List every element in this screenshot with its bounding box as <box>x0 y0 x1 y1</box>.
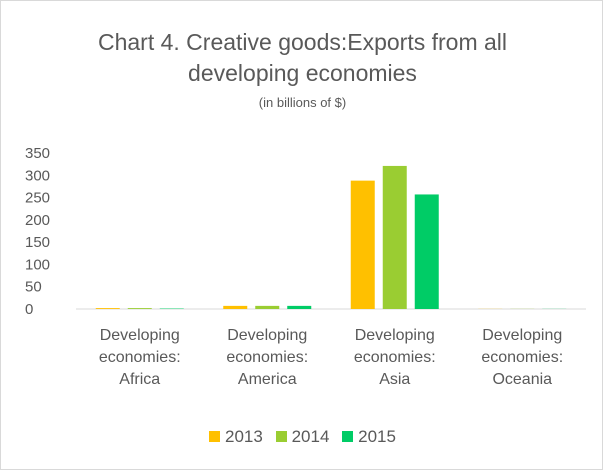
x-category-label-africa-line-1: Developing <box>100 327 180 344</box>
bar-2015-america <box>287 306 311 309</box>
x-category-label-america-line-2: economies: <box>226 349 308 366</box>
bar-2013-asia <box>351 181 375 309</box>
y-tick-label-0: 0 <box>25 301 33 318</box>
x-category-label-africa-line-3: Africa <box>119 371 160 388</box>
legend-item-2014: 2014 <box>276 427 330 447</box>
y-tick-label-300: 300 <box>25 167 50 184</box>
x-category-label-africa-line-2: economies: <box>99 349 181 366</box>
bar-2013-america <box>223 306 247 309</box>
y-tick-label-200: 200 <box>25 212 50 229</box>
x-category-label-oceania-line-1: Developing <box>482 327 562 344</box>
legend-swatch-2013 <box>209 431 220 442</box>
x-category-label-america-line-1: Developing <box>227 327 307 344</box>
legend-label-2014: 2014 <box>292 427 330 446</box>
x-category-label-america-line-3: America <box>238 371 297 388</box>
legend-label-2013: 2013 <box>225 427 263 446</box>
bar-2013-africa <box>96 308 120 309</box>
legend-label-2015: 2015 <box>358 427 396 446</box>
legend-item-2015: 2015 <box>342 427 396 447</box>
bar-2014-america <box>255 306 279 309</box>
y-tick-label-50: 50 <box>25 279 42 296</box>
y-tick-label-350: 350 <box>25 145 50 162</box>
legend-swatch-2015 <box>342 431 353 442</box>
x-category-label-asia-line-1: Developing <box>355 327 435 344</box>
y-tick-label-100: 100 <box>25 256 50 273</box>
x-category-label-asia-line-3: Asia <box>379 371 410 388</box>
y-tick-label-250: 250 <box>25 190 50 207</box>
x-category-label-oceania-line-3: Oceania <box>492 371 552 388</box>
bar-2014-africa <box>128 308 152 309</box>
y-tick-label-150: 150 <box>25 234 50 251</box>
x-category-label-oceania-line-2: economies: <box>481 349 563 366</box>
bar-2015-asia <box>415 194 439 309</box>
bar-2014-asia <box>383 166 407 309</box>
legend-swatch-2014 <box>276 431 287 442</box>
legend-item-2013: 2013 <box>209 427 263 447</box>
legend: 2013 2014 2015 <box>1 427 603 447</box>
x-category-label-asia-line-2: economies: <box>354 349 436 366</box>
